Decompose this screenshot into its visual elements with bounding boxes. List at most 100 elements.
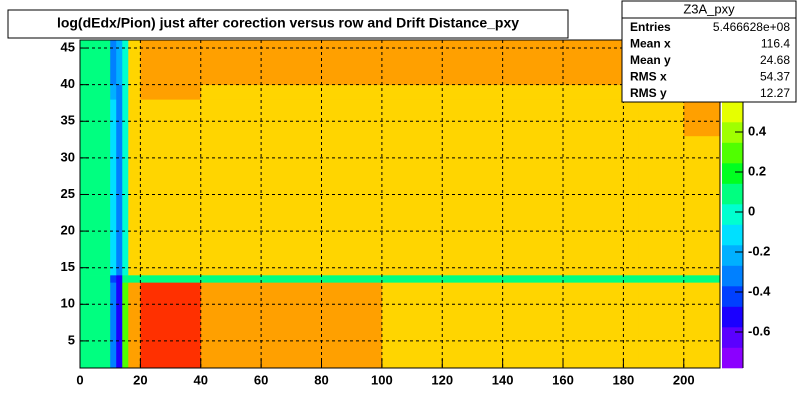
cell <box>128 40 141 85</box>
stats-key: Mean x <box>630 37 671 51</box>
stats-key: RMS y <box>630 86 667 100</box>
cell <box>261 282 322 369</box>
y-tick-label: 30 <box>61 149 75 164</box>
cell <box>110 84 117 100</box>
stats-value: 24.68 <box>760 53 790 67</box>
z-tick-label: -0.4 <box>748 283 771 298</box>
color-bar-box <box>722 347 743 369</box>
cell <box>122 40 129 85</box>
cell <box>683 99 721 137</box>
color-bar-box <box>722 327 743 348</box>
color-bar-box <box>722 183 743 205</box>
cell <box>116 84 123 100</box>
x-tick-label: 60 <box>254 372 268 387</box>
color-bar-box <box>722 224 743 246</box>
cell <box>638 99 685 137</box>
y-tick-label: 25 <box>61 186 75 201</box>
cell <box>140 135 202 276</box>
cell <box>638 275 685 283</box>
cell <box>122 135 129 276</box>
cell <box>80 282 111 369</box>
cell <box>128 99 141 137</box>
cell <box>321 135 383 276</box>
cell <box>110 275 117 283</box>
z-tick-label: -0.2 <box>748 243 770 258</box>
cell <box>140 84 202 100</box>
title-box <box>7 9 569 39</box>
z-tick-label: 0.4 <box>748 123 767 138</box>
stats-value: 116.4 <box>761 37 790 51</box>
y-tick-label: 5 <box>68 332 75 347</box>
y-tick-label: 10 <box>61 296 75 311</box>
cell <box>122 282 129 369</box>
cell <box>80 84 111 100</box>
x-tick-label: 100 <box>371 372 393 387</box>
cell <box>321 84 383 100</box>
cell <box>683 275 721 283</box>
cell <box>381 40 639 85</box>
cell <box>381 135 639 276</box>
x-tick-label: 160 <box>552 372 574 387</box>
stats-key: RMS x <box>630 70 667 84</box>
cell <box>80 99 111 137</box>
cell <box>122 84 129 100</box>
cell <box>321 282 383 369</box>
cell <box>200 135 262 276</box>
cell <box>638 282 685 369</box>
cell <box>80 275 111 283</box>
cell <box>381 84 639 100</box>
color-bar-box <box>722 306 743 328</box>
color-bar-box <box>722 245 743 266</box>
color-bar-box <box>722 101 743 123</box>
cell <box>116 40 123 85</box>
cell <box>261 275 322 283</box>
cell <box>110 40 117 85</box>
cell <box>261 99 322 137</box>
z-tick-label: 0 <box>748 203 755 218</box>
cell <box>200 84 262 100</box>
x-tick-label: 120 <box>431 372 453 387</box>
cell <box>128 135 141 276</box>
cell <box>261 84 322 100</box>
y-tick-label: 40 <box>61 76 75 91</box>
cell <box>261 135 322 276</box>
cell <box>116 135 123 276</box>
cell <box>140 99 202 137</box>
cell <box>122 275 129 283</box>
cell <box>683 282 721 369</box>
cell <box>110 99 117 137</box>
chart-title: log(dEdx/Pion) just after corection vers… <box>57 15 519 31</box>
cell <box>638 135 685 276</box>
x-tick-label: 180 <box>613 372 635 387</box>
stats-value: 12.27 <box>760 86 790 100</box>
cell <box>140 40 202 85</box>
stats-title: Z3A_pxy <box>683 1 735 16</box>
cell <box>140 275 202 283</box>
stats-value: 5.466628e+08 <box>713 20 790 34</box>
color-bar-box <box>722 265 743 287</box>
stats-key: Entries <box>630 20 671 34</box>
cell <box>200 282 262 369</box>
y-tick-label: 20 <box>61 223 75 238</box>
color-bar-box <box>722 163 743 184</box>
cell <box>128 275 141 283</box>
color-bar-box <box>722 204 743 225</box>
x-tick-label: 0 <box>76 372 83 387</box>
y-tick-label: 35 <box>61 113 75 128</box>
cell <box>200 40 262 85</box>
cell <box>200 275 262 283</box>
cell <box>140 282 202 369</box>
x-tick-label: 20 <box>133 372 147 387</box>
plot-frame <box>79 39 721 369</box>
x-tick-label: 200 <box>673 372 695 387</box>
cell <box>110 135 117 276</box>
cell <box>381 275 639 283</box>
x-tick-label: 80 <box>314 372 328 387</box>
cell <box>381 282 639 369</box>
cell <box>116 282 123 369</box>
cell <box>128 84 141 100</box>
y-tick-label: 45 <box>61 39 75 54</box>
stats-key: Mean y <box>630 53 671 67</box>
cell <box>321 99 383 137</box>
